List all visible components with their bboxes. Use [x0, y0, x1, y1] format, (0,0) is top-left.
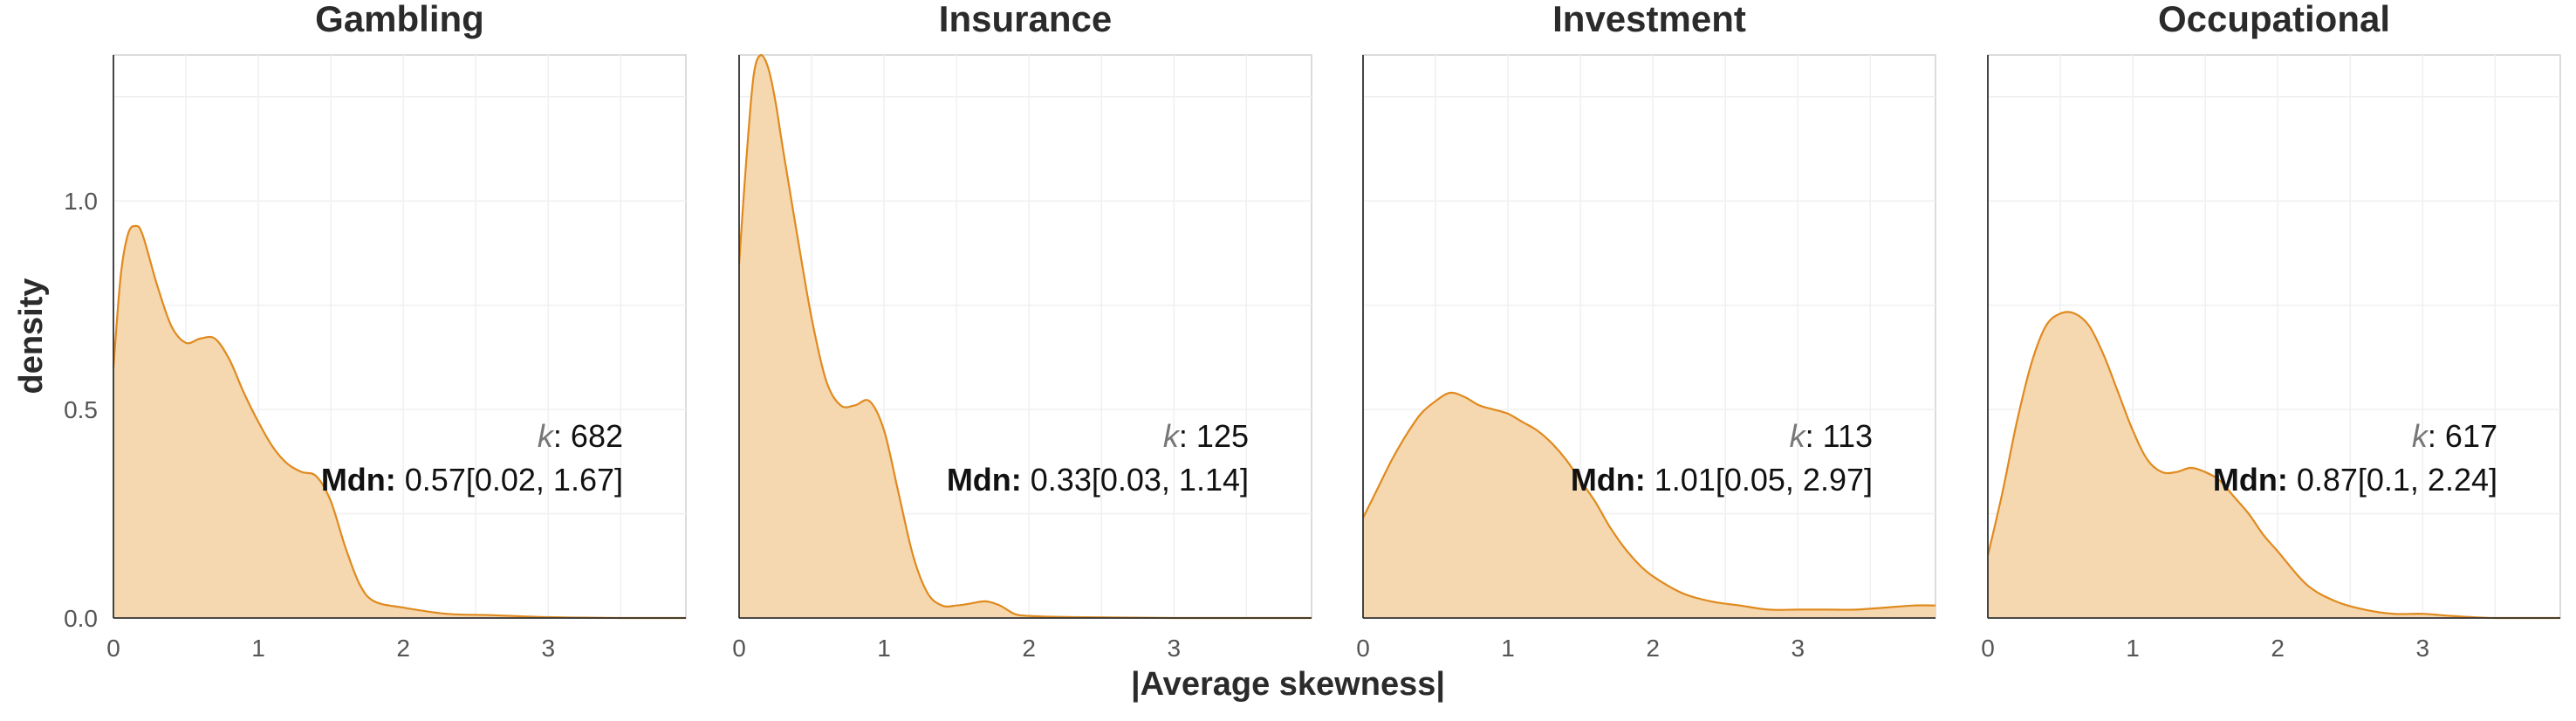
k-label: k [2412, 418, 2429, 454]
k-label: k [1790, 418, 1807, 454]
x-tick-label: 2 [2271, 635, 2285, 662]
x-tick-label: 1 [251, 635, 265, 662]
x-tick-label: 1 [2126, 635, 2140, 662]
k-label: k [1163, 418, 1181, 454]
x-tick-label: 3 [2415, 635, 2429, 662]
x-tick-label: 2 [1022, 635, 1036, 662]
median-annotation: Mdn: 0.33[0.03, 1.14] [947, 462, 1249, 498]
median-value: 1.01[0.05, 2.97] [1646, 462, 1873, 498]
x-tick-label: 0 [1356, 635, 1370, 662]
median-annotation: Mdn: 1.01[0.05, 2.97] [1571, 462, 1873, 498]
density-area [1363, 392, 1935, 618]
x-tick-label: 0 [1981, 635, 1995, 662]
panel-insurance: Insurance 0 1 2 3 k: 125 Mdn: 0.33[0.03, 1.14] [732, 0, 1312, 662]
k-value: : 125 [1179, 418, 1249, 454]
x-axis-label: |Average skewness| [1131, 666, 1445, 703]
x-tick-label: 0 [732, 635, 746, 662]
median-value: 0.57[0.02, 1.67] [396, 462, 623, 498]
panel-investment: Investment 0 1 2 3 k: 113 Mdn: 1.01[0.05, 2.97… [1356, 0, 1936, 662]
x-tick-label: 2 [1646, 635, 1660, 662]
median-label: Mdn: [947, 462, 1022, 498]
y-tick-label: 1.0 [64, 188, 98, 215]
median-annotation: Mdn: 0.57[0.02, 1.67] [321, 462, 623, 498]
k-annotation: k: 682 [538, 418, 623, 454]
panel-occupational: Occupational 0 1 2 3 k: 617 Mdn: 0.87[0.1, 2.2… [1981, 0, 2561, 662]
k-value: : 617 [2428, 418, 2497, 454]
median-label: Mdn: [2213, 462, 2288, 498]
panel-title: Occupational [2158, 0, 2390, 39]
k-value: : 113 [1805, 418, 1873, 454]
density-area [113, 225, 686, 618]
density-area [739, 55, 1312, 618]
y-axis-label: density [13, 278, 50, 394]
x-tick-label: 2 [396, 635, 410, 662]
k-annotation: k: 113 [1790, 418, 1873, 454]
density-line [1986, 311, 2560, 620]
median-value: 0.33[0.03, 1.14] [1022, 462, 1249, 498]
panel-gambling: Gambling 0 1 2 3 0.0 0.5 1.0 k: 682 Mdn: 0.57[0.0… [64, 0, 687, 662]
x-tick-label: 3 [541, 635, 555, 662]
panel-title: Investment [1552, 0, 1746, 39]
median-label: Mdn: [321, 462, 396, 498]
density-area [1988, 312, 2560, 618]
x-tick-label: 3 [1791, 635, 1805, 662]
x-tick-label: 3 [1167, 635, 1181, 662]
k-annotation: k: 125 [1163, 418, 1249, 454]
panel-title: Insurance [939, 0, 1112, 39]
x-tick-label: 0 [106, 635, 120, 662]
y-tick-label: 0.0 [64, 605, 98, 632]
density-line [1362, 391, 1936, 611]
k-annotation: k: 617 [2412, 418, 2497, 454]
y-tick-label: 0.5 [64, 396, 98, 423]
k-value: : 682 [553, 418, 623, 454]
x-tick-label: 1 [1501, 635, 1515, 662]
median-annotation: Mdn: 0.87[0.1, 2.24] [2213, 462, 2497, 498]
x-tick-label: 1 [877, 635, 891, 662]
density-line [737, 53, 1312, 620]
panel-title: Gambling [315, 0, 484, 39]
median-label: Mdn: [1571, 462, 1646, 498]
density-line [112, 224, 686, 620]
median-value: 0.87[0.1, 2.24] [2288, 462, 2497, 498]
k-label: k [538, 418, 555, 454]
